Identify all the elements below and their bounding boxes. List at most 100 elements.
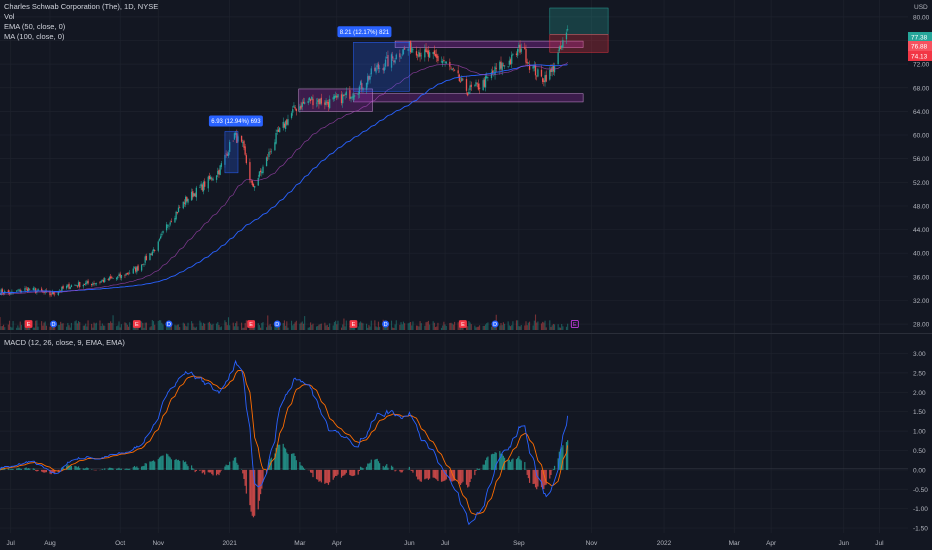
candle-body [400,57,402,59]
resistance-zone[interactable] [394,40,584,48]
volume-bar [332,325,334,330]
time-axis[interactable]: Jul Aug Oct Nov 2021 Mar Apr Jun Jul Sep Nov 2022 Ma… [7,540,885,547]
volume-bar [250,326,252,330]
candle-body [500,61,502,69]
macd-hist-bar [2,468,5,470]
macd-hist-bar [287,453,289,470]
macd-hist-bar [249,469,251,506]
dividend-marker[interactable] [273,320,281,328]
candle-body [68,283,70,289]
volume-bar [392,327,394,330]
macd-hist-bar [36,469,38,472]
volume-bar [75,320,77,330]
volume-bar [567,323,569,330]
main-legend[interactable]: Charles Schwab Corporation (The), 1D, NY… [4,2,158,42]
dividend-marker[interactable] [382,320,390,328]
macd-hist-bar [175,458,177,470]
macd-hist-bar [351,469,353,477]
macd-hist-bar [190,465,193,470]
earnings-marker[interactable] [570,320,579,328]
volume-bar [86,326,88,330]
candle-body [32,287,34,291]
candle-body [433,50,436,55]
candle-body [543,80,545,82]
price-axis[interactable]: 28.00 32.00 36.00 40.00 44.00 48.00 52.00 56.00… [913,14,930,328]
macd-hist-bar [217,469,219,474]
volume-bar [195,326,197,330]
measure-label-box[interactable] [337,26,392,38]
event-marker-label: E [461,322,465,328]
macd-title[interactable]: MACD (12, 26, close, 9, EMA, EMA) [4,338,125,347]
ma-legend[interactable]: MA (100, close, 0) [4,32,65,41]
volume-bar [544,320,546,330]
volume-bar [60,321,62,330]
volume-bar [408,322,410,330]
macd-hist-bar [329,469,331,483]
measure-box[interactable] [353,42,410,92]
price-tag [908,32,932,42]
candle-body [292,109,294,113]
dividend-marker[interactable] [165,320,173,328]
symbol-title[interactable]: Charles Schwab Corporation (The), 1D, NY… [4,2,159,11]
support-zone[interactable] [298,88,373,112]
measure-label-box[interactable] [208,115,263,127]
candle-body [100,281,102,283]
candle-body [52,292,55,294]
volume-bar [361,322,363,330]
profit-zone[interactable] [549,7,609,35]
volume-bar [208,321,210,330]
volume-bar [504,323,506,330]
volume-bar [300,322,302,330]
measure-box[interactable] [224,131,239,174]
candle-body [390,54,393,68]
candle-body [395,54,397,60]
macd-hist-bar [252,469,255,518]
macd-hist-bar [17,468,19,470]
dividend-marker[interactable] [50,320,58,328]
macd-hist-bar [45,469,48,473]
candle-body [287,119,289,125]
volume-bar [104,325,106,330]
macd-hist-bar [170,459,172,470]
earnings-marker[interactable] [349,320,358,328]
macd-hist-bar [33,468,36,470]
candle-body [376,65,378,67]
candle-body [120,274,123,279]
ema-legend[interactable]: EMA (50, close, 0) [4,22,66,31]
macd-legend[interactable]: MACD (12, 26, close, 9, EMA, EMA) [4,338,125,348]
candle-body [77,282,80,287]
dividend-marker[interactable] [491,320,499,328]
earnings-marker[interactable] [24,320,33,328]
macd-hist-bar [41,469,43,472]
candle-body [550,68,552,72]
macd-axis[interactable]: -1.50 -1.00 -0.50 0.00 0.50 1.00 1.50 2.00 2.50 3… [913,351,928,533]
macd-hist-bar [401,469,403,473]
candle-body [399,53,401,58]
candle-body [387,55,389,67]
macd-hist-bar [320,469,322,483]
macd-hist-bar [484,460,487,470]
earnings-marker[interactable] [132,320,141,328]
volume-bar [377,321,379,330]
macd-hist-bar [82,468,84,470]
earnings-marker[interactable] [459,320,467,328]
annotations-layer[interactable]: 6.93 (12.94%) 693 8.21 (12.17%) 821 [208,26,410,174]
macd-hist-bar [18,467,20,470]
candle-body [87,280,89,284]
macd-hist-bar [26,468,28,470]
volume-bar [12,321,14,330]
vol-legend[interactable]: Vol [4,12,15,21]
macd-hist-bar [552,468,554,470]
volume-bar [445,326,447,330]
candle-body [552,65,555,72]
volume-bar [107,322,109,330]
macd-hist-bar [553,465,556,470]
candle-body [344,94,346,95]
volume-bar [357,326,359,330]
loss-zone[interactable] [549,34,609,53]
earnings-marker[interactable] [247,320,255,328]
macd-hist-bar [408,466,410,470]
candle-body [268,152,270,157]
